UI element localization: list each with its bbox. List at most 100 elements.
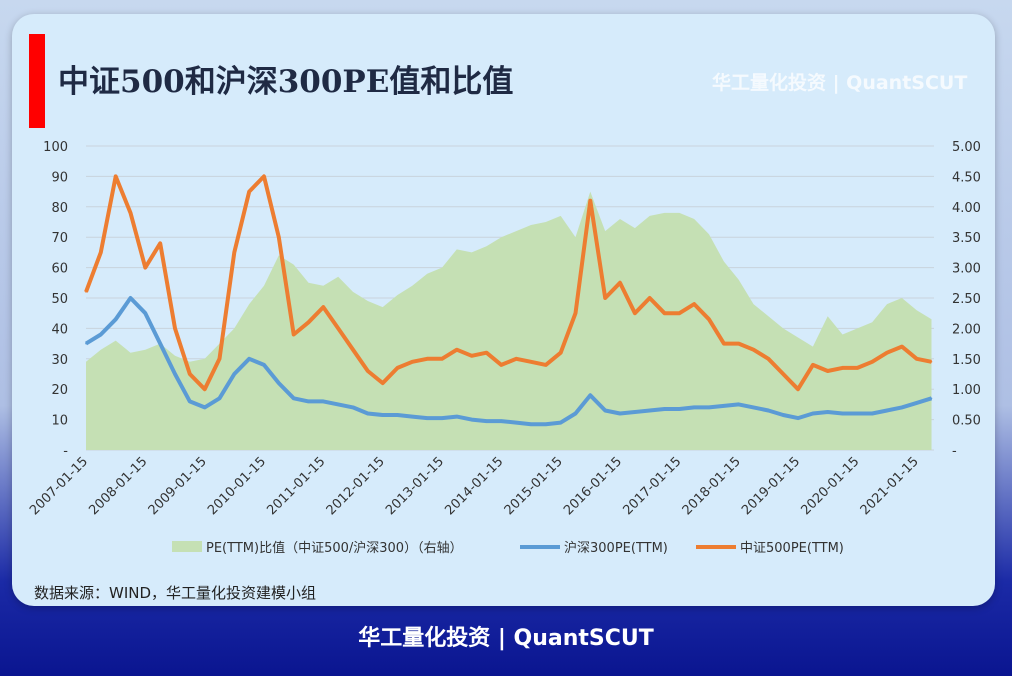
csi500-pe-line-point [604,297,606,299]
csi500-pe-line-point [545,364,547,366]
csi500-pe-line-point [85,291,87,293]
csi300-pe-line [84,296,933,427]
csi300-pe-line-point [129,297,132,299]
csi500-pe-line-point [129,212,132,214]
csi500-pe-line-point [737,342,740,345]
csi300-pe-line-point [426,417,429,419]
y-left-tick-label: 30 [51,353,68,368]
y-left-tick-label: 80 [51,201,68,216]
csi300-pe-line-point [886,409,888,412]
y-right-tick-label: - [952,444,957,459]
csi300-pe-line-point [574,412,577,415]
x-tick-label: 2010-01-15 [205,454,269,518]
csi500-pe-line-point [396,367,399,369]
x-tick-label: 2007-01-15 [27,454,91,518]
y-left-tick-label: 20 [51,383,68,398]
y-left-tick-label: 40 [51,322,68,337]
csi500-pe-line-point [248,190,250,193]
y-right-tick-label: 2.00 [952,322,981,337]
y-left-tick-label: 70 [51,231,68,246]
csi500-pe-line-point [589,199,592,202]
y-right-tick-label: 1.50 [952,353,981,368]
y-right-tick-label: 5.00 [952,140,981,155]
y-left-tick-label: 50 [51,292,68,307]
y-right-tick-label: 4.00 [952,201,981,216]
ratio-area-series [86,191,932,450]
csi500-pe-line-point [812,364,814,366]
page-title: 中证500和沪深300PE值和比值 [58,64,514,100]
csi500-pe-line-point [174,327,176,330]
csi300-pe-line-point [278,382,280,384]
csi300-pe-line-point [619,412,621,415]
title-accent-bar [29,34,45,128]
x-tick-label: 2013-01-15 [383,454,447,518]
csi500-pe-line-point [144,266,147,269]
csi300-pe-line-point [856,412,859,415]
csi300-pe-line-point [218,397,221,400]
csi500-pe-line-point [619,282,621,284]
csi500-pe-line-point [114,175,117,178]
csi500-pe-line-point [263,175,265,178]
csi300-pe-line-point [515,421,517,424]
csi300-pe-line-point [159,342,161,345]
x-tick-label: 2008-01-15 [86,454,150,518]
csi500-pe-line-point [901,345,903,348]
csi300-pe-line-point [441,417,443,419]
csi300-pe-line-point [470,418,473,421]
csi500-pe-line-point [915,358,918,360]
csi500-pe-line-point [826,370,829,372]
legend-label: PE(TTM)比值（中证500/沪深300）（右轴） [206,540,463,556]
csi300-pe-line-point [233,373,236,375]
y-right-tick-label: 0.50 [952,414,981,429]
csi300-pe-line-point [930,397,933,400]
y-right-tick-label: 3.00 [952,262,981,277]
csi500-pe-line-point [456,348,458,351]
csi300-pe-line-point [545,423,547,426]
x-tick-label: 2009-01-15 [146,454,210,518]
csi300-pe-line-point [723,405,725,407]
csi300-pe-line-point [797,417,799,419]
x-tick-label: 2012-01-15 [324,454,388,518]
csi500-pe-line-point [841,367,844,369]
csi300-pe-line-point [634,411,636,413]
csi500-pe-line-point [218,358,221,360]
csi300-pe-line-point [812,412,814,415]
x-tick-label: 2017-01-15 [620,454,684,518]
csi300-pe-line-point [337,403,340,406]
x-tick-label: 2018-01-15 [680,454,744,518]
csi500-pe-line-point [723,342,725,345]
csi300-pe-line-point [352,406,354,409]
csi300-pe-line-point [263,364,265,366]
area-layer [86,191,932,450]
csi300-pe-line-point [381,414,384,416]
csi500-pe-line-point [189,373,191,375]
csi300-pe-line-point [322,400,325,403]
csi300-pe-line-point [100,333,102,336]
csi300-pe-line-point [292,397,295,400]
csi500-pe-line-point [426,358,429,360]
csi500-pe-line-point [708,318,710,321]
csi500-pe-line-point [856,367,859,369]
csi300-pe-line-point [826,411,829,413]
csi300-pe-line-point [915,402,918,404]
csi500-pe-line-point [159,242,161,245]
csi300-pe-line-point [189,400,191,403]
legend-swatch-area [172,541,202,552]
csi300-pe-line-point [248,358,250,360]
csi300-pe-line-point [500,420,503,422]
csi300-pe-line-point [85,342,87,345]
y-right-tick-label: 3.50 [952,231,981,246]
csi300-pe-line-point [174,373,176,375]
y-left-tick-label: - [63,444,68,459]
csi300-pe-line-point [841,412,844,415]
csi300-pe-line-point [871,412,873,415]
csi500-pe-line-point [648,297,651,299]
csi300-pe-line-point [456,415,458,418]
csi500-pe-line-point [203,388,206,391]
csi300-pe-line-point [367,412,369,415]
data-source-note: 数据来源：WIND，华工量化投资建模小组 [34,584,317,602]
csi500-pe-line-point [411,361,414,363]
csi500-pe-line-point [767,358,770,360]
x-tick-label: 2021-01-15 [858,454,922,518]
